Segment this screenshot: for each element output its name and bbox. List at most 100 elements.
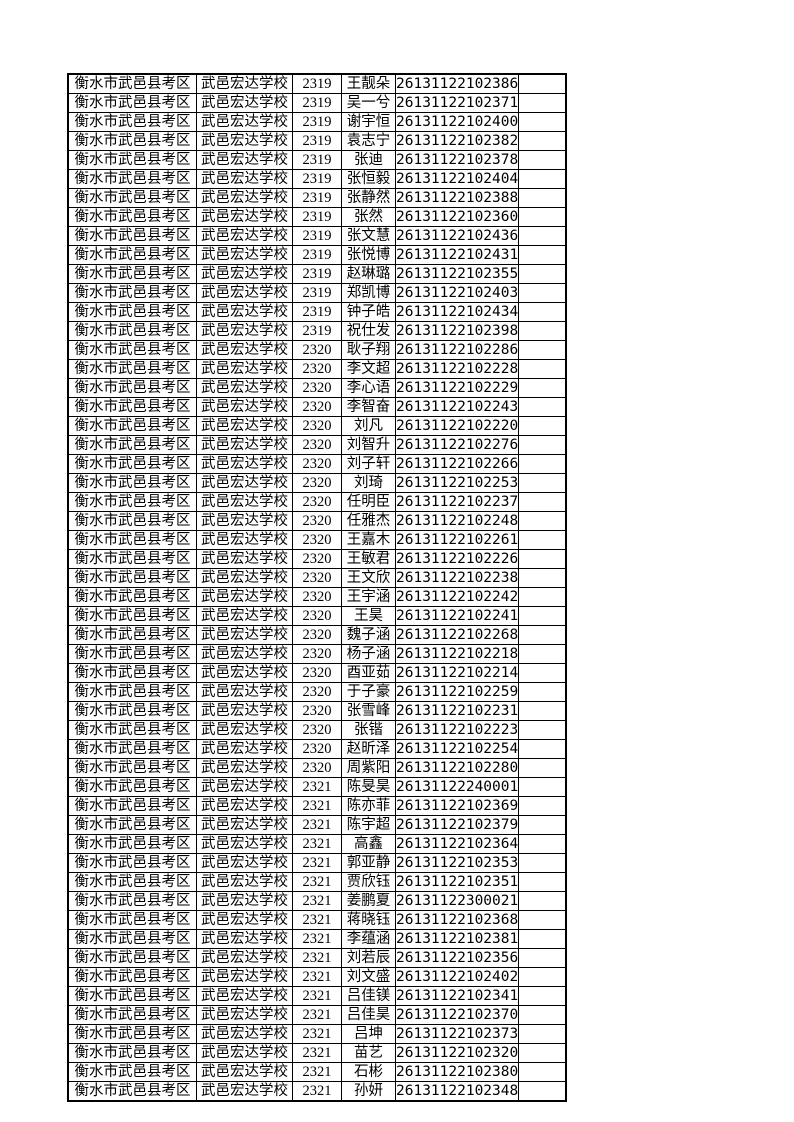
student-name-cell: 王靓朵 bbox=[341, 73, 396, 94]
exam-area-cell: 衡水市武邑县考区 bbox=[67, 188, 197, 208]
student-name-cell: 孙妍 bbox=[341, 1081, 396, 1102]
exam-area-cell: 衡水市武邑县考区 bbox=[67, 73, 197, 94]
student-name-cell: 张悦博 bbox=[341, 245, 396, 265]
student-name-cell: 贾欣钰 bbox=[341, 872, 396, 892]
roster-row: 衡水市武邑县考区 武邑宏达学校 2319 吴一兮 26131122102371 bbox=[67, 93, 567, 113]
roster-row: 衡水市武邑县考区 武邑宏达学校 2320 王宇涵 26131122102242 bbox=[67, 587, 567, 607]
room-number-cell: 2321 bbox=[292, 777, 342, 797]
exam-number-cell: 26131122102266 bbox=[394, 454, 520, 474]
school-cell: 武邑宏达学校 bbox=[196, 549, 293, 569]
roster-row: 衡水市武邑县考区 武邑宏达学校 2319 赵琳璐 26131122102355 bbox=[67, 264, 567, 284]
school-cell: 武邑宏达学校 bbox=[196, 112, 293, 132]
roster-row: 衡水市武邑县考区 武邑宏达学校 2320 刘琦 26131122102253 bbox=[67, 473, 567, 493]
student-name-cell: 张恒毅 bbox=[341, 169, 396, 189]
school-cell: 武邑宏达学校 bbox=[196, 853, 293, 873]
roster-row: 衡水市武邑县考区 武邑宏达学校 2321 蒋晓钰 26131122102368 bbox=[67, 910, 567, 930]
exam-area-cell: 衡水市武邑县考区 bbox=[67, 910, 197, 930]
school-cell: 武邑宏达学校 bbox=[196, 644, 293, 664]
roster-row: 衡水市武邑县考区 武邑宏达学校 2321 孙妍 26131122102348 bbox=[67, 1081, 567, 1102]
student-name-cell: 石彬 bbox=[341, 1062, 396, 1082]
school-cell: 武邑宏达学校 bbox=[196, 264, 293, 284]
school-cell: 武邑宏达学校 bbox=[196, 834, 293, 854]
school-cell: 武邑宏达学校 bbox=[196, 150, 293, 170]
exam-area-cell: 衡水市武邑县考区 bbox=[67, 340, 197, 360]
student-name-cell: 刘文盛 bbox=[341, 967, 396, 987]
exam-area-cell: 衡水市武邑县考区 bbox=[67, 530, 197, 550]
school-cell: 武邑宏达学校 bbox=[196, 568, 293, 588]
exam-area-cell: 衡水市武邑县考区 bbox=[67, 1005, 197, 1025]
student-name-cell: 李心语 bbox=[341, 378, 396, 398]
room-number-cell: 2319 bbox=[292, 93, 342, 113]
roster-row: 衡水市武邑县考区 武邑宏达学校 2321 石彬 26131122102380 bbox=[67, 1062, 567, 1082]
roster-row: 衡水市武邑县考区 武邑宏达学校 2320 王嘉木 26131122102261 bbox=[67, 530, 567, 550]
student-name-cell: 刘凡 bbox=[341, 416, 396, 436]
exam-number-cell: 26131122102368 bbox=[394, 910, 520, 930]
exam-area-cell: 衡水市武邑县考区 bbox=[67, 169, 197, 189]
room-number-cell: 2319 bbox=[292, 73, 342, 94]
school-cell: 武邑宏达学校 bbox=[196, 606, 293, 626]
exam-number-cell: 26131122102228 bbox=[394, 359, 520, 379]
exam-number-cell: 26131122102348 bbox=[394, 1081, 520, 1102]
blank-cell bbox=[518, 473, 567, 493]
student-name-cell: 李文超 bbox=[341, 359, 396, 379]
blank-cell bbox=[518, 872, 567, 892]
room-number-cell: 2320 bbox=[292, 435, 342, 455]
school-cell: 武邑宏达学校 bbox=[196, 701, 293, 721]
student-name-cell: 任明臣 bbox=[341, 492, 396, 512]
exam-area-cell: 衡水市武邑县考区 bbox=[67, 283, 197, 303]
blank-cell bbox=[518, 701, 567, 721]
exam-area-cell: 衡水市武邑县考区 bbox=[67, 321, 197, 341]
room-number-cell: 2321 bbox=[292, 1005, 342, 1025]
room-number-cell: 2320 bbox=[292, 416, 342, 436]
student-name-cell: 高鑫 bbox=[341, 834, 396, 854]
student-name-cell: 陈旻昊 bbox=[341, 777, 396, 797]
school-cell: 武邑宏达学校 bbox=[196, 321, 293, 341]
student-name-cell: 魏子涵 bbox=[341, 625, 396, 645]
exam-area-cell: 衡水市武邑县考区 bbox=[67, 568, 197, 588]
exam-number-cell: 26131122102379 bbox=[394, 815, 520, 835]
exam-number-cell: 26131122102280 bbox=[394, 758, 520, 778]
exam-area-cell: 衡水市武邑县考区 bbox=[67, 1043, 197, 1063]
exam-number-cell: 26131122102355 bbox=[394, 264, 520, 284]
room-number-cell: 2320 bbox=[292, 568, 342, 588]
student-name-cell: 李智奋 bbox=[341, 397, 396, 417]
blank-cell bbox=[518, 568, 567, 588]
room-number-cell: 2320 bbox=[292, 701, 342, 721]
blank-cell bbox=[518, 207, 567, 227]
blank-cell bbox=[518, 910, 567, 930]
blank-cell bbox=[518, 73, 567, 94]
exam-number-cell: 26131122102371 bbox=[394, 93, 520, 113]
school-cell: 武邑宏达学校 bbox=[196, 587, 293, 607]
exam-area-cell: 衡水市武邑县考区 bbox=[67, 720, 197, 740]
roster-row: 衡水市武邑县考区 武邑宏达学校 2321 吕佳镁 26131122102341 bbox=[67, 986, 567, 1006]
exam-number-cell: 26131122102231 bbox=[394, 701, 520, 721]
exam-number-cell: 26131122102351 bbox=[394, 872, 520, 892]
room-number-cell: 2319 bbox=[292, 150, 342, 170]
room-number-cell: 2320 bbox=[292, 663, 342, 683]
room-number-cell: 2320 bbox=[292, 587, 342, 607]
exam-number-cell: 26131122102381 bbox=[394, 929, 520, 949]
exam-area-cell: 衡水市武邑县考区 bbox=[67, 777, 197, 797]
blank-cell bbox=[518, 397, 567, 417]
exam-area-cell: 衡水市武邑县考区 bbox=[67, 986, 197, 1006]
school-cell: 武邑宏达学校 bbox=[196, 1062, 293, 1082]
exam-area-cell: 衡水市武邑县考区 bbox=[67, 1081, 197, 1102]
exam-number-cell: 26131122102356 bbox=[394, 948, 520, 968]
school-cell: 武邑宏达学校 bbox=[196, 283, 293, 303]
blank-cell bbox=[518, 1043, 567, 1063]
roster-row: 衡水市武邑县考区 武邑宏达学校 2321 陈宇超 26131122102379 bbox=[67, 815, 567, 835]
exam-area-cell: 衡水市武邑县考区 bbox=[67, 1062, 197, 1082]
exam-number-cell: 26131122102434 bbox=[394, 302, 520, 322]
exam-number-cell: 26131122102402 bbox=[394, 967, 520, 987]
school-cell: 武邑宏达学校 bbox=[196, 93, 293, 113]
room-number-cell: 2321 bbox=[292, 1081, 342, 1102]
room-number-cell: 2320 bbox=[292, 397, 342, 417]
roster-row: 衡水市武邑县考区 武邑宏达学校 2319 钟子皓 26131122102434 bbox=[67, 302, 567, 322]
school-cell: 武邑宏达学校 bbox=[196, 530, 293, 550]
exam-area-cell: 衡水市武邑县考区 bbox=[67, 644, 197, 664]
school-cell: 武邑宏达学校 bbox=[196, 492, 293, 512]
exam-area-cell: 衡水市武邑县考区 bbox=[67, 606, 197, 626]
student-name-cell: 吕佳镁 bbox=[341, 986, 396, 1006]
exam-area-cell: 衡水市武邑县考区 bbox=[67, 701, 197, 721]
roster-row: 衡水市武邑县考区 武邑宏达学校 2319 张静然 26131122102388 bbox=[67, 188, 567, 208]
